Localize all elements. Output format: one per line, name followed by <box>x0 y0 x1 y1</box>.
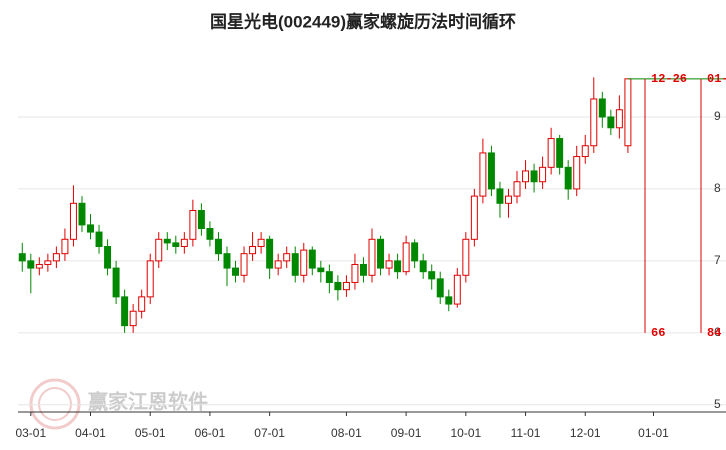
candle-body <box>351 263 359 283</box>
x-tick-label: 04-01 <box>75 426 106 440</box>
candle-body <box>232 267 240 276</box>
x-tick-label: 01-01 <box>638 426 669 440</box>
candle-body <box>129 310 137 327</box>
candle-body <box>266 238 274 269</box>
x-tick-label: 11-01 <box>511 426 541 440</box>
cycle-date: 12-26 <box>651 72 687 86</box>
candle-body <box>44 260 52 265</box>
watermark-logo <box>29 378 81 430</box>
candle-body <box>624 78 632 147</box>
candle-body <box>411 242 419 262</box>
candle-body <box>368 238 376 276</box>
candle-body <box>138 296 146 312</box>
candle-body <box>513 181 521 197</box>
candle-body <box>291 253 299 276</box>
candle-body <box>377 238 385 269</box>
candle-body <box>573 156 581 190</box>
candle-body <box>359 263 367 276</box>
candle-body <box>342 281 350 291</box>
watermark: 赢家江恩软件 <box>88 389 208 413</box>
candle-body <box>189 210 197 240</box>
candle-body <box>607 116 615 129</box>
candle-body <box>197 210 205 230</box>
candle-body <box>155 238 163 262</box>
cycle-date: 01- <box>707 72 726 86</box>
y-tick-label: 8 <box>714 181 721 195</box>
candle-body <box>95 231 103 247</box>
candle-body <box>257 238 265 247</box>
candle-body <box>317 267 325 273</box>
candle-body <box>419 260 427 273</box>
candle-body <box>394 260 402 273</box>
candle-body <box>428 271 436 280</box>
candle-body <box>35 263 43 269</box>
candle-body <box>121 296 129 327</box>
x-tick-label: 08-01 <box>331 426 362 440</box>
cycle-days: 66 <box>651 326 665 340</box>
candle-body <box>78 202 86 226</box>
x-tick-label: 03-01 <box>15 426 46 440</box>
candle-body <box>172 242 180 247</box>
candle-body <box>436 278 444 298</box>
candle-body <box>581 145 589 158</box>
candle-body <box>385 260 393 269</box>
candle-body <box>615 109 623 129</box>
candle-body <box>470 195 478 240</box>
x-tick-label: 06-01 <box>195 426 226 440</box>
candle-body <box>598 98 606 118</box>
candle-body <box>87 224 94 233</box>
candle-body <box>163 238 171 244</box>
candle-body <box>240 253 248 276</box>
candle-body <box>308 249 316 269</box>
candle-body <box>52 253 60 262</box>
candle-body <box>590 98 598 147</box>
x-tick-label: 05-01 <box>135 426 166 440</box>
candle-body <box>564 166 572 190</box>
candle-body <box>556 138 564 168</box>
candle-body <box>325 271 333 283</box>
y-tick-label: 6 <box>714 325 721 339</box>
candle-body <box>445 296 453 305</box>
candle-body <box>18 253 26 262</box>
candle-body <box>402 242 410 273</box>
candle-body <box>547 138 555 168</box>
candle-body <box>214 238 222 255</box>
candle-body <box>274 260 282 269</box>
candle-body <box>300 249 308 276</box>
candle-body <box>462 238 470 276</box>
candle-body <box>530 170 538 183</box>
x-tick-label: 09-01 <box>391 426 422 440</box>
candle-body <box>206 228 214 240</box>
candle-body <box>487 152 495 190</box>
candle-body <box>479 152 487 197</box>
candle-body <box>180 238 188 247</box>
candle-body <box>146 260 154 298</box>
candle-body <box>223 253 231 269</box>
candle-body <box>504 195 512 204</box>
x-tick-label: 10-01 <box>450 426 481 440</box>
candle-body <box>453 274 461 305</box>
candle-body <box>334 281 342 291</box>
x-tick-label: 12-01 <box>570 426 601 440</box>
y-tick-label: 5 <box>714 397 721 411</box>
candle-body <box>69 202 77 240</box>
candle-body <box>249 245 257 255</box>
candle-body <box>539 166 547 183</box>
y-tick-label: 7 <box>714 253 721 267</box>
candle-body <box>522 170 530 183</box>
candle-body <box>283 253 291 262</box>
y-tick-label: 9 <box>714 109 721 123</box>
chart-title: 国星光电(002449)赢家螺旋历法时间循环 <box>210 11 516 31</box>
cycle-days: 84 <box>707 326 721 340</box>
candle-body <box>104 245 112 269</box>
candle-body <box>27 260 35 269</box>
candle-body <box>112 267 120 298</box>
candle-body <box>496 188 504 204</box>
candle-body <box>61 238 69 255</box>
x-tick-label: 07-01 <box>254 426 285 440</box>
